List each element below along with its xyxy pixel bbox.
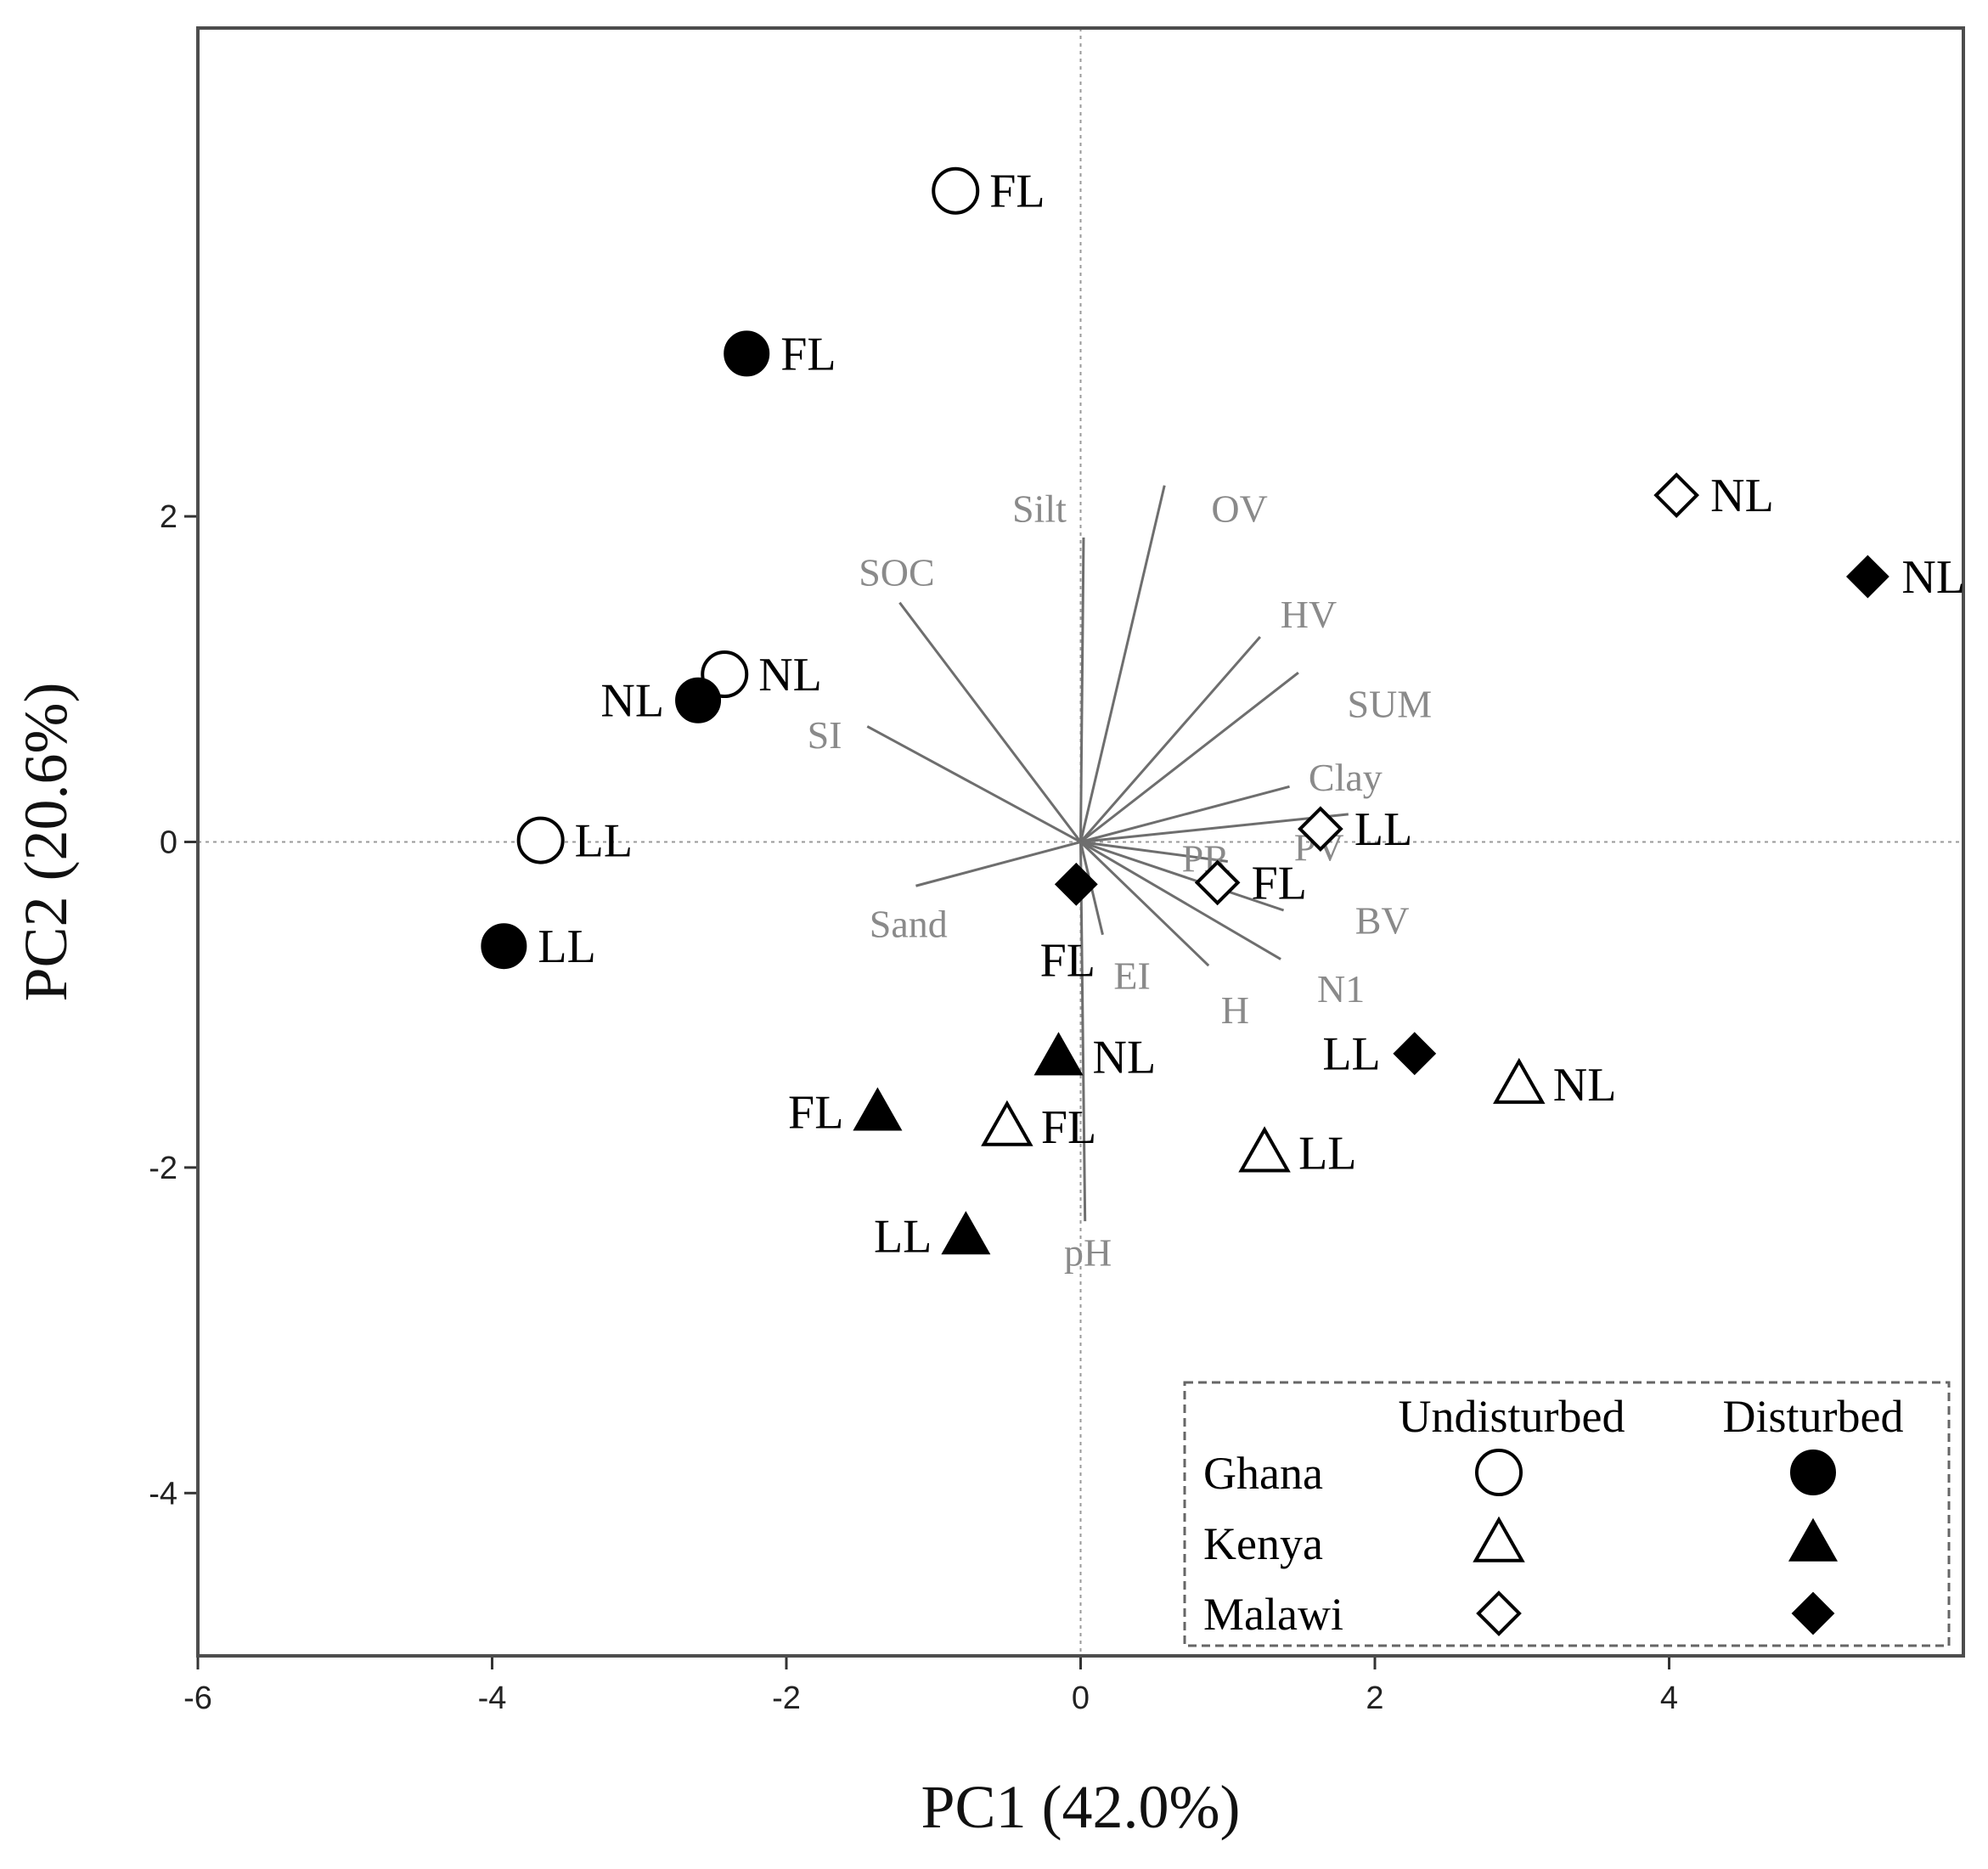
legend-header-disturbed: Disturbed: [1723, 1391, 1904, 1442]
point-label-kenya-undisturbed-ll: LL: [1298, 1128, 1356, 1180]
loading-label-bv: BV: [1355, 899, 1410, 943]
loading-vector-si: [866, 725, 1082, 843]
loading-label-n1: N1: [1317, 967, 1365, 1010]
x-axis-title: PC1 (42.0%): [921, 1773, 1241, 1841]
point-label-ghana-undisturbed-ll: LL: [575, 815, 633, 868]
point-label-kenya-disturbed-nl: NL: [1093, 1032, 1157, 1084]
point-malawi-disturbed-nl: [1845, 555, 1889, 599]
score-points: FL FL NL NL LL LL NL FL FL LL LL NL NL NL LL FL FL LL: [481, 166, 1965, 1263]
point-ghana-undisturbed-ll: [516, 816, 565, 864]
x-tick-label: 2: [1366, 1680, 1383, 1716]
point-label-ghana-disturbed-fl: FL: [780, 328, 836, 380]
y-tick-label: -4: [149, 1476, 177, 1512]
point-ghana-disturbed-ll: [481, 923, 527, 970]
point-label-malawi-undisturbed-fl: FL: [1252, 857, 1307, 909]
loading-vector-ph: [1079, 842, 1087, 1222]
x-tick-label: -4: [478, 1680, 507, 1716]
loading-vector-clay: [1080, 785, 1290, 843]
legend: Undisturbed Disturbed Ghana Kenya Malawi: [1183, 1381, 1951, 1647]
point-malawi-disturbed-fl: [1054, 862, 1098, 906]
y-tick-label: -2: [149, 1151, 177, 1186]
point-malawi-disturbed-ll: [1393, 1032, 1437, 1076]
legend-row-malawi: Malawi: [1203, 1589, 1343, 1640]
legend-header-undisturbed: Undisturbed: [1399, 1391, 1625, 1442]
legend-row-ghana: Ghana: [1203, 1448, 1323, 1499]
legend-marker-ghana-disturbed: [1790, 1450, 1836, 1495]
legend-marker-kenya-undisturbed: [1473, 1516, 1525, 1562]
loading-vector-ov: [1079, 485, 1166, 842]
point-ghana-disturbed-nl: [675, 677, 722, 723]
point-kenya-disturbed-nl: [1033, 1032, 1084, 1076]
loading-label-sum: SUM: [1347, 683, 1432, 726]
point-label-malawi-undisturbed-nl: NL: [1710, 470, 1774, 522]
loading-vector-sand: [915, 841, 1081, 887]
loading-label-clay: Clay: [1309, 756, 1383, 799]
plot-frame: [196, 26, 1965, 1658]
loading-vector-pr: [1080, 841, 1228, 863]
loading-vector-n1: [1079, 841, 1281, 960]
point-label-ghana-disturbed-ll: LL: [538, 920, 595, 973]
loading-vector-pv: [1080, 813, 1349, 843]
point-kenya-undisturbed-fl: [981, 1100, 1033, 1146]
legend-row-kenya: Kenya: [1203, 1518, 1323, 1569]
y-tick-label: 2: [160, 499, 177, 535]
point-label-kenya-disturbed-fl: FL: [788, 1087, 843, 1140]
x-tick-label: 0: [1072, 1680, 1090, 1716]
point-label-ghana-undisturbed-fl: FL: [989, 166, 1045, 218]
point-kenya-disturbed-fl: [853, 1087, 903, 1131]
point-label-kenya-disturbed-ll: LL: [874, 1210, 932, 1263]
loading-vector-bv: [1080, 841, 1285, 912]
point-label-ghana-undisturbed-nl: NL: [758, 649, 822, 701]
loading-label-ph: pH: [1064, 1231, 1112, 1275]
point-kenya-disturbed-ll: [941, 1211, 991, 1255]
point-ghana-undisturbed-fl: [932, 166, 980, 215]
point-label-malawi-disturbed-fl: FL: [1040, 934, 1095, 987]
point-label-malawi-disturbed-nl: NL: [1901, 551, 1965, 604]
loading-label-h: H: [1221, 988, 1249, 1032]
loading-vector-silt: [1079, 538, 1085, 842]
loading-label-soc: SOC: [859, 550, 934, 594]
legend-marker-ghana-undisturbed: [1475, 1449, 1523, 1496]
x-tick-label: 4: [1660, 1680, 1678, 1716]
loading-vector-sum: [1079, 671, 1299, 843]
loading-label-ov: OV: [1211, 487, 1267, 531]
point-malawi-undisturbed-fl: [1194, 859, 1241, 906]
loading-vectors: SiltOVSOCHVSUMSIClayPVPRBVSandN1HEIpH: [808, 485, 1432, 1275]
point-malawi-undisturbed-ll: [1298, 806, 1343, 852]
axes: -6 -4 -2 0 2 4 -4 -2 0 2: [149, 499, 1678, 1716]
loading-label-hv: HV: [1281, 593, 1337, 636]
point-malawi-undisturbed-nl: [1653, 472, 1699, 519]
point-kenya-undisturbed-nl: [1493, 1057, 1546, 1104]
point-kenya-undisturbed-ll: [1238, 1126, 1291, 1173]
loading-label-si: SI: [808, 713, 842, 757]
point-ghana-disturbed-fl: [724, 330, 770, 377]
y-tick-label: 0: [160, 825, 177, 861]
point-label-malawi-undisturbed-ll: LL: [1354, 803, 1412, 856]
legend-marker-malawi-disturbed: [1791, 1591, 1835, 1635]
legend-marker-malawi-undisturbed: [1476, 1590, 1522, 1636]
loading-vector-hv: [1079, 635, 1261, 843]
x-tick-label: -2: [772, 1680, 801, 1716]
loading-label-silt: Silt: [1012, 487, 1067, 531]
loading-vector-h: [1079, 841, 1210, 967]
legend-marker-kenya-disturbed: [1788, 1517, 1839, 1562]
point-label-ghana-disturbed-nl: NL: [600, 675, 664, 728]
point-label-kenya-undisturbed-nl: NL: [1553, 1059, 1617, 1112]
point-label-malawi-disturbed-ll: LL: [1322, 1028, 1380, 1081]
loading-vector-soc: [898, 601, 1082, 843]
y-axis-title: PC2 (20.6%): [12, 683, 80, 1002]
x-tick-label: -6: [183, 1680, 212, 1716]
loading-label-sand: Sand: [870, 902, 948, 945]
loading-label-ei: EI: [1113, 954, 1150, 998]
point-label-kenya-undisturbed-fl: FL: [1041, 1101, 1096, 1154]
